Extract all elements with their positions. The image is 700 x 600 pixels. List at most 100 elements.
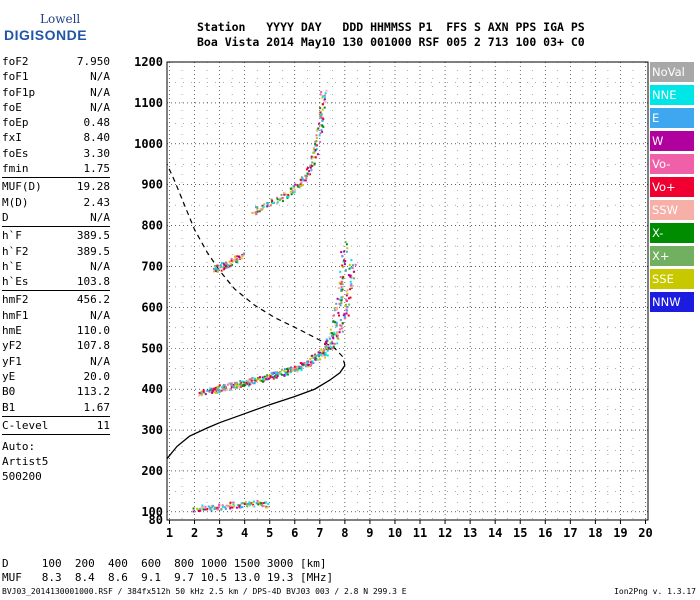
echo-dot [234, 257, 237, 260]
param-value: 7.950 [76, 55, 110, 68]
echo-dot [252, 378, 255, 381]
echo-dot [243, 252, 246, 255]
param-row: D N/A [2, 210, 110, 225]
echo-dot [299, 183, 302, 185]
echo-dot [341, 295, 344, 298]
echo-dot [293, 367, 296, 369]
echo-dot [347, 274, 350, 277]
param-separator [2, 226, 110, 228]
echo-dot [223, 387, 226, 390]
true-height-profile [166, 365, 346, 460]
echo-dot [288, 367, 291, 370]
param-name: h`F [2, 229, 22, 243]
echo-dot [218, 389, 221, 392]
param-value: N/A [90, 308, 110, 322]
echo-dot [262, 205, 265, 208]
echo-dot [259, 208, 262, 211]
echo-dot [209, 390, 212, 393]
echo-dot [342, 266, 345, 269]
param-name: yF2 [2, 339, 22, 353]
echo-dot [220, 269, 223, 272]
echo-dot [338, 314, 340, 317]
echo-dot [232, 383, 235, 386]
echo-dot [350, 259, 353, 262]
echo-dot [209, 389, 212, 392]
echo-dot [302, 179, 305, 182]
echo-dot [341, 264, 344, 267]
echo-dot [306, 166, 309, 169]
echo-dot [256, 500, 259, 502]
echo-dot [217, 508, 220, 511]
y-tick-label: 500 [141, 341, 163, 355]
file-info-footer: BVJ03_2014130001000.RSF / 384fx512h 50 k… [2, 587, 407, 596]
echo-dot [335, 335, 338, 338]
echo-dot [245, 381, 248, 384]
param-name: D [2, 210, 9, 224]
echo-dot [333, 314, 335, 317]
legend-item-w: W [650, 131, 694, 151]
echo-dot [241, 380, 244, 383]
echo-dot [333, 331, 336, 334]
echo-dot [263, 203, 266, 206]
echo-dot [300, 367, 303, 370]
echo-dot [325, 89, 328, 92]
echo-dot [290, 193, 293, 196]
echo-dot [286, 196, 289, 199]
echo-dot [309, 360, 312, 363]
param-name: M(D) [2, 195, 29, 209]
echo-dot [314, 357, 317, 360]
echo-dot [324, 343, 326, 345]
echo-dot [339, 304, 342, 307]
echo-dot [222, 388, 225, 391]
echo-dot [243, 503, 246, 506]
echo-dot [340, 296, 343, 299]
echo-dot [198, 394, 201, 397]
echo-dot [216, 385, 219, 388]
echo-dot [315, 148, 318, 151]
x-tick-label: 1 [166, 526, 173, 540]
echo-dot [333, 307, 336, 310]
echo-dot [256, 207, 259, 210]
echo-dot [319, 93, 322, 96]
echo-dot [253, 500, 255, 503]
y-tick-label: 1000 [134, 137, 163, 151]
echo-dot [229, 504, 232, 507]
echo-dot [318, 123, 321, 126]
echo-dot [256, 206, 259, 209]
echo-dot [238, 504, 241, 507]
echo-dot [228, 260, 231, 263]
echo-dot [341, 283, 344, 286]
echo-dot [229, 506, 232, 508]
echo-dot [255, 211, 258, 214]
echo-dot [354, 263, 357, 266]
param-row: MUF(D) 19.28 [2, 179, 110, 194]
echo-dot [225, 266, 228, 269]
echo-dot [234, 383, 237, 386]
param-name: C-level [2, 418, 49, 432]
echo-dot [216, 506, 219, 509]
echo-dot [285, 373, 288, 376]
echo-dot [218, 265, 221, 268]
echo-dot [337, 287, 340, 290]
echo-dot [215, 268, 218, 271]
echo-dot [277, 373, 280, 376]
echo-dot [249, 381, 252, 384]
echo-dot [254, 380, 257, 383]
echo-dot [245, 380, 248, 383]
echo-dot [229, 501, 232, 504]
echo-dot [345, 312, 348, 315]
echo-dot [259, 379, 261, 382]
echo-dot [214, 269, 217, 272]
echo-dot [255, 206, 257, 209]
param-name: foEp [2, 116, 29, 130]
echo-dot [332, 333, 335, 336]
legend-item-nne: NNE [650, 85, 694, 105]
echo-dot [211, 506, 213, 509]
echo-dot [222, 268, 225, 271]
param-value: 20.0 [83, 369, 111, 383]
param-name: foEs [2, 146, 29, 160]
param-value: 389.5 [76, 244, 110, 258]
echo-dot [323, 106, 326, 109]
echo-dot [333, 342, 336, 345]
echo-dot [270, 198, 273, 201]
